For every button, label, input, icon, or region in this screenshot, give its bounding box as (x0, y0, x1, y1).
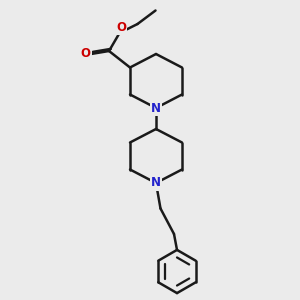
Text: N: N (151, 101, 161, 115)
Text: O: O (81, 47, 91, 61)
Text: O: O (116, 21, 126, 34)
Text: N: N (151, 176, 161, 190)
